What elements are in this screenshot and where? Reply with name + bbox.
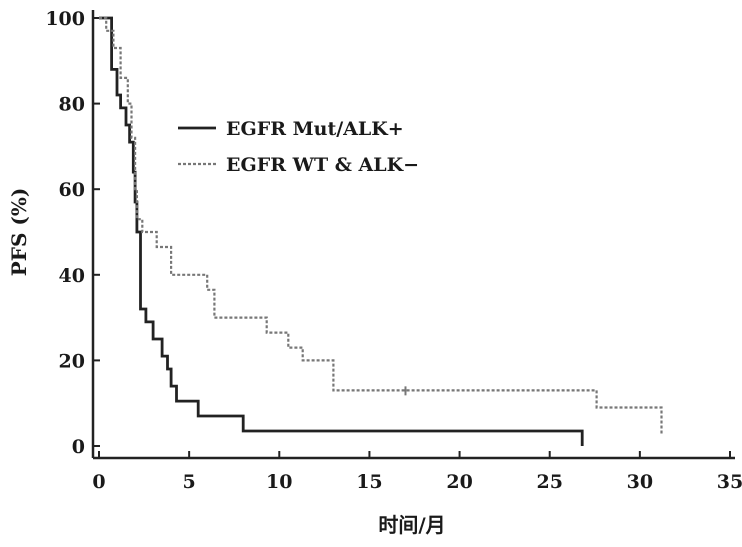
y-tick-label: 100 bbox=[45, 8, 85, 30]
series-line-0 bbox=[99, 16, 584, 446]
y-tick-label: 40 bbox=[59, 265, 85, 287]
x-tick-label: 10 bbox=[266, 471, 292, 493]
x-tick-label: 15 bbox=[356, 471, 382, 493]
legend-label-egfr-mut: EGFR Mut/ALK+ bbox=[226, 118, 404, 140]
y-axis-title: PFS (%) bbox=[7, 188, 31, 277]
y-tick-label: 0 bbox=[72, 436, 85, 458]
x-tick-label: 35 bbox=[717, 471, 742, 493]
legend-label-egfr-wt: EGFR WT & ALK− bbox=[226, 154, 419, 176]
axes bbox=[91, 10, 735, 460]
series-line-1 bbox=[99, 16, 663, 436]
x-tick-label: 25 bbox=[536, 471, 562, 493]
x-axis-title: 时间/月 bbox=[378, 513, 445, 537]
series-layer bbox=[99, 16, 663, 446]
ticks: 0 20 40 60 80 100 0 5 10 15 20 25 30 35 bbox=[45, 8, 742, 493]
x-tick-label: 30 bbox=[627, 471, 653, 493]
y-tick-label: 80 bbox=[59, 94, 85, 116]
x-tick-label: 0 bbox=[92, 471, 105, 493]
y-tick-label: 20 bbox=[59, 350, 85, 372]
y-tick-label: 60 bbox=[59, 179, 85, 201]
legend: EGFR Mut/ALK+ EGFR WT & ALK− bbox=[178, 118, 419, 176]
x-tick-label: 20 bbox=[446, 471, 472, 493]
x-tick-label: 5 bbox=[183, 471, 196, 493]
